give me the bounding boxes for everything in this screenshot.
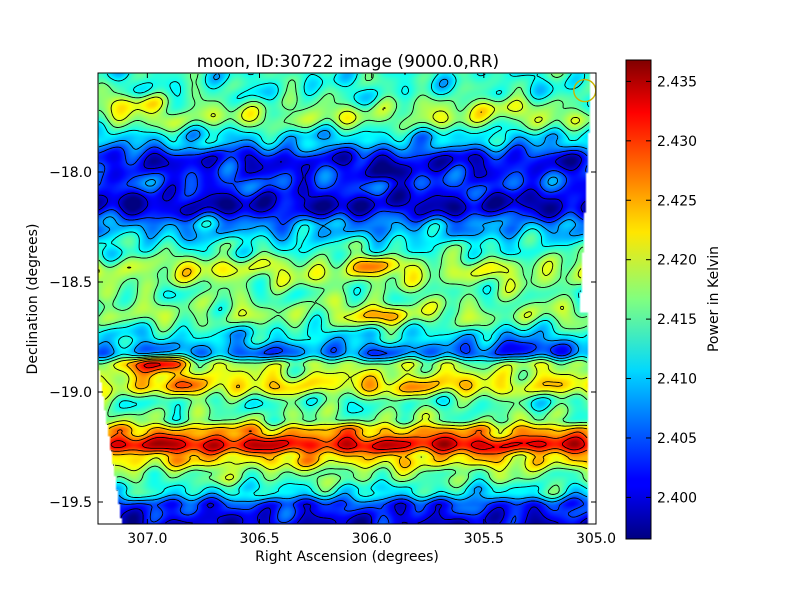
contour-line xyxy=(98,151,588,524)
contour-line xyxy=(110,362,585,452)
y-axis-label: Declination (degrees) xyxy=(25,224,41,375)
contour-line xyxy=(98,73,590,499)
chart-title: moon, ID:30722 image (9000.0,RR) xyxy=(197,52,499,72)
colorbar-tick-label: 2.420 xyxy=(657,253,697,269)
colorbar-tick-label: 2.405 xyxy=(657,431,697,447)
x-tick-label: 306.0 xyxy=(352,531,392,547)
contour-lines xyxy=(98,73,590,524)
x-axis-label: Right Ascension (degrees) xyxy=(255,549,439,565)
contour-line xyxy=(98,144,588,524)
colorbar-tick-label: 2.410 xyxy=(657,372,697,388)
contour-line xyxy=(98,96,588,481)
y-tick-label: −19.5 xyxy=(49,495,92,511)
colorbar-label: Power in Kelvin xyxy=(706,246,722,352)
colorbar-tick-label: 2.415 xyxy=(657,312,697,328)
contour-line xyxy=(98,73,588,503)
colorbar-tick-label: 2.400 xyxy=(657,490,697,506)
colorbar-tick-label: 2.430 xyxy=(657,134,697,150)
contour-line xyxy=(108,111,588,469)
plot-frame xyxy=(97,72,597,525)
y-tick-label: −18.5 xyxy=(49,275,92,291)
colorbar-ticks: 2.400 2.405 2.410 2.415 2.420 2.425 2.430 2.435 xyxy=(626,74,697,506)
contour-line xyxy=(98,73,590,495)
x-tick-label: 305.0 xyxy=(576,531,616,547)
x-tick-label: 306.5 xyxy=(239,531,279,547)
x-tick-label: 305.5 xyxy=(464,531,504,547)
plot-area xyxy=(98,73,596,524)
colorbar-tick-label: 2.435 xyxy=(657,74,697,90)
contour-line xyxy=(110,360,588,456)
colorbar-tick-label: 2.425 xyxy=(657,193,697,209)
y-tick-label: −19.0 xyxy=(49,385,92,401)
x-tick-label: 307.0 xyxy=(127,531,167,547)
y-axis-ticks: −18.0 −18.5 −19.0 −19.5 xyxy=(49,165,596,511)
y-tick-label: −18.0 xyxy=(49,165,92,181)
colorbar xyxy=(625,59,652,540)
x-axis-ticks: 307.0 306.5 306.0 305.5 305.0 xyxy=(127,73,616,547)
